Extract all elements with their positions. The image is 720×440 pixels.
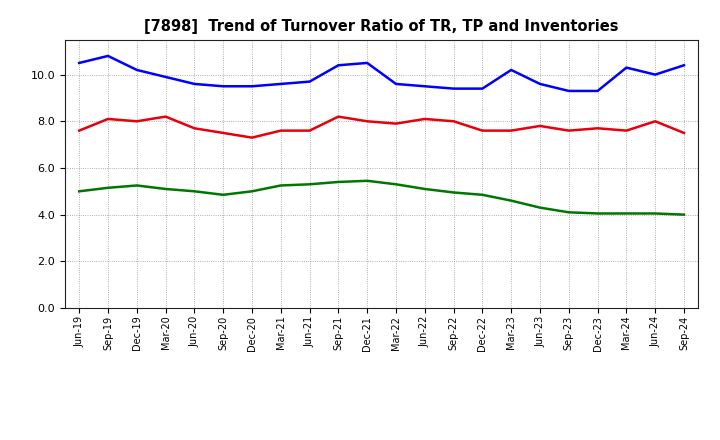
Trade Payables	[680, 62, 688, 68]
Trade Payables	[75, 60, 84, 66]
Trade Receivables	[478, 128, 487, 133]
Trade Receivables	[334, 114, 343, 119]
Trade Receivables	[363, 119, 372, 124]
Trade Payables	[622, 65, 631, 70]
Inventories	[449, 190, 458, 195]
Trade Receivables	[449, 119, 458, 124]
Trade Receivables	[219, 130, 228, 136]
Trade Receivables	[536, 123, 544, 128]
Inventories	[161, 186, 170, 191]
Trade Receivables	[593, 126, 602, 131]
Trade Payables	[507, 67, 516, 73]
Trade Payables	[564, 88, 573, 94]
Trade Receivables	[132, 119, 141, 124]
Line: Trade Receivables: Trade Receivables	[79, 117, 684, 138]
Trade Payables	[651, 72, 660, 77]
Inventories	[248, 189, 256, 194]
Line: Inventories: Inventories	[79, 181, 684, 215]
Trade Payables	[363, 60, 372, 66]
Trade Receivables	[564, 128, 573, 133]
Trade Payables	[334, 62, 343, 68]
Inventories	[593, 211, 602, 216]
Trade Receivables	[622, 128, 631, 133]
Trade Receivables	[420, 116, 429, 121]
Trade Receivables	[305, 128, 314, 133]
Trade Payables	[132, 67, 141, 73]
Trade Receivables	[276, 128, 285, 133]
Inventories	[363, 178, 372, 183]
Trade Receivables	[507, 128, 516, 133]
Inventories	[622, 211, 631, 216]
Title: [7898]  Trend of Turnover Ratio of TR, TP and Inventories: [7898] Trend of Turnover Ratio of TR, TP…	[144, 19, 619, 34]
Trade Receivables	[75, 128, 84, 133]
Inventories	[219, 192, 228, 198]
Trade Receivables	[392, 121, 400, 126]
Inventories	[478, 192, 487, 198]
Trade Receivables	[680, 130, 688, 136]
Inventories	[305, 182, 314, 187]
Trade Payables	[305, 79, 314, 84]
Inventories	[75, 189, 84, 194]
Line: Trade Payables: Trade Payables	[79, 56, 684, 91]
Inventories	[132, 183, 141, 188]
Trade Payables	[449, 86, 458, 91]
Inventories	[392, 182, 400, 187]
Trade Payables	[190, 81, 199, 87]
Inventories	[276, 183, 285, 188]
Inventories	[420, 186, 429, 191]
Trade Payables	[478, 86, 487, 91]
Inventories	[564, 210, 573, 215]
Trade Payables	[219, 84, 228, 89]
Trade Payables	[420, 84, 429, 89]
Trade Payables	[536, 81, 544, 87]
Inventories	[104, 185, 112, 191]
Inventories	[680, 212, 688, 217]
Inventories	[651, 211, 660, 216]
Inventories	[190, 189, 199, 194]
Trade Receivables	[651, 119, 660, 124]
Trade Payables	[161, 74, 170, 80]
Trade Receivables	[248, 135, 256, 140]
Trade Payables	[392, 81, 400, 87]
Trade Payables	[276, 81, 285, 87]
Trade Receivables	[161, 114, 170, 119]
Trade Receivables	[104, 116, 112, 121]
Inventories	[334, 180, 343, 185]
Inventories	[536, 205, 544, 210]
Trade Receivables	[190, 126, 199, 131]
Trade Payables	[248, 84, 256, 89]
Trade Payables	[593, 88, 602, 94]
Inventories	[507, 198, 516, 203]
Trade Payables	[104, 53, 112, 59]
